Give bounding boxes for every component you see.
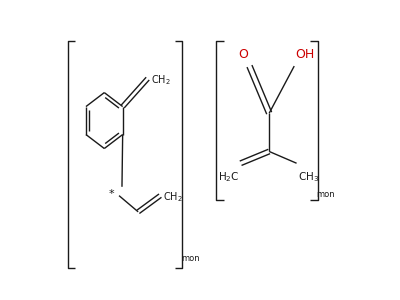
Text: mon: mon — [316, 190, 335, 199]
Text: CH$_2$: CH$_2$ — [163, 190, 183, 204]
Text: mon: mon — [181, 254, 200, 263]
Text: O: O — [239, 48, 248, 61]
Text: *: * — [109, 189, 114, 199]
Text: CH$_2$: CH$_2$ — [151, 73, 170, 87]
Text: OH: OH — [296, 48, 315, 61]
Text: H$_2$C: H$_2$C — [218, 170, 239, 184]
Text: CH$_3$: CH$_3$ — [298, 170, 319, 184]
